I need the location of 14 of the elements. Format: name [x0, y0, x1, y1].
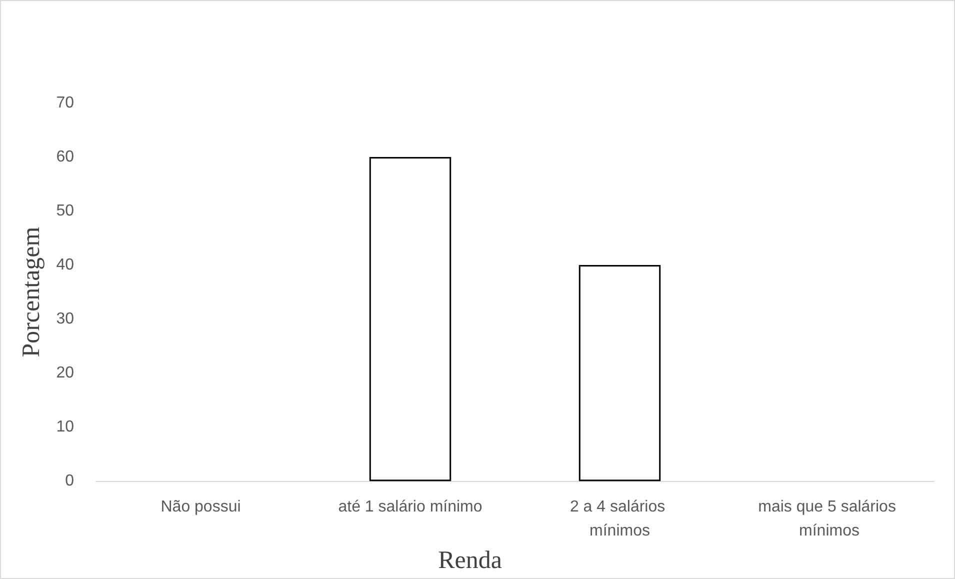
y-tick-label: 40 [56, 256, 74, 274]
x-tick-label: até 1 salário mínimo [338, 498, 482, 516]
y-tick-label: 20 [56, 364, 74, 382]
y-tick-label: 30 [56, 310, 74, 328]
y-tick-label: 0 [65, 472, 74, 490]
x-tick-label: Não possui [160, 498, 241, 516]
y-tick-label: 50 [56, 202, 74, 220]
y-axis-title: Porcentagem [18, 226, 45, 358]
x-tick-label: 2 a 4 salários mínimos [570, 498, 670, 540]
y-tick-label: 70 [56, 94, 74, 112]
y-tick-label: 10 [56, 418, 74, 436]
x-tick-label: mais que 5 salários mínimos [758, 498, 900, 540]
y-tick-label: 60 [56, 148, 74, 166]
x-axis-title: Renda [438, 547, 502, 574]
